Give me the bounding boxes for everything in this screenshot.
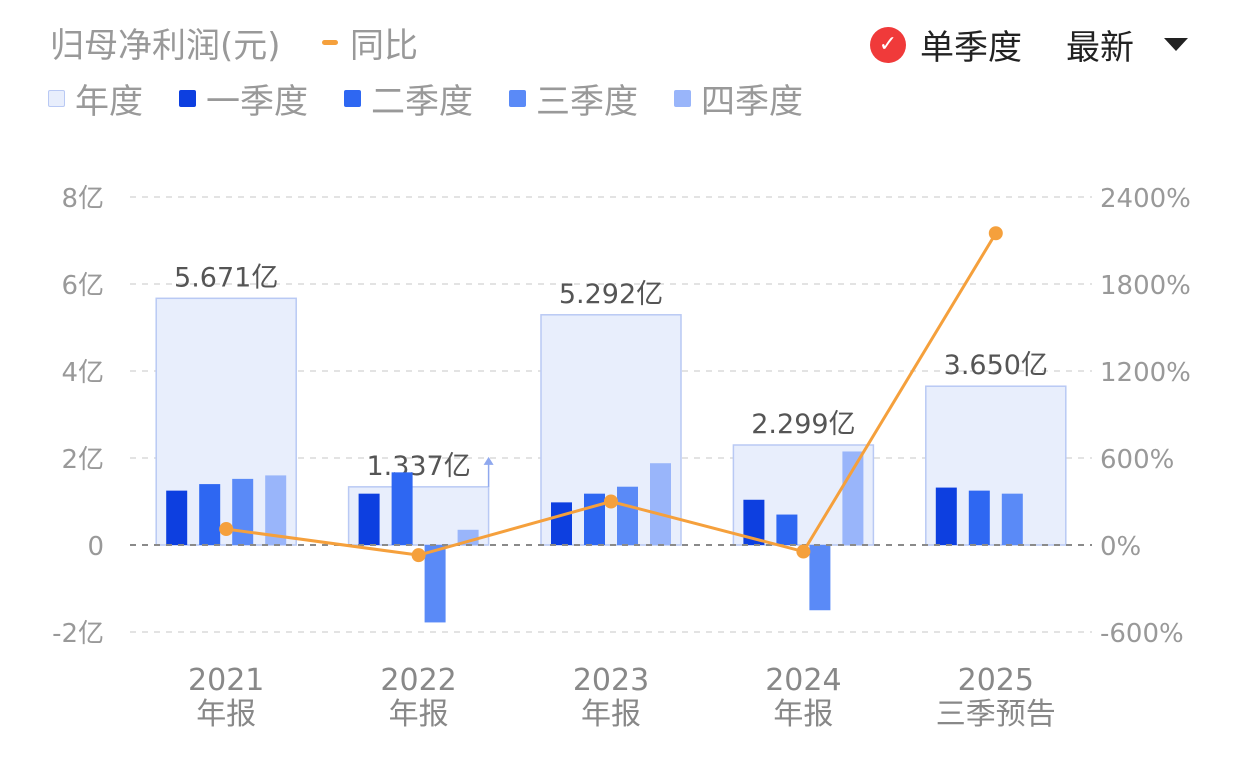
quarter-bar — [776, 514, 798, 545]
quarter-bar — [842, 451, 864, 545]
quarter-bar — [809, 545, 831, 611]
y-left-tick-label: 8亿 — [61, 184, 104, 214]
x-tick-sub: 年报 — [389, 697, 449, 732]
x-tick-year: 2024 — [765, 663, 841, 698]
legend-label: 二季度 — [371, 82, 473, 122]
y-left-tick-label: 2亿 — [61, 445, 104, 475]
single-quarter-label: 单季度 — [920, 28, 1022, 68]
period-select[interactable]: 最新 — [1066, 20, 1188, 69]
yoy-point — [988, 226, 1003, 241]
y-left-tick-label: 6亿 — [61, 271, 104, 301]
quarter-bar — [584, 493, 605, 545]
y-left-tick-label: 0 — [87, 532, 104, 562]
quarter-bar — [935, 487, 957, 545]
y-right-tick-label: 1800% — [1100, 271, 1191, 301]
yoy-point — [411, 548, 426, 563]
y-right-tick-label: 1200% — [1100, 358, 1191, 388]
quarter-bar — [391, 472, 413, 545]
quarter-bar — [166, 490, 188, 545]
x-tick-sub: 年报 — [196, 697, 256, 732]
x-tick-sub: 三季预告 — [936, 697, 1056, 732]
annual-indicator-arrow — [483, 456, 494, 465]
single-quarter-toggle[interactable]: ✓ 单季度 — [870, 20, 1022, 69]
legend-swatch — [179, 90, 196, 107]
period-select-value: 最新 — [1066, 28, 1134, 68]
annual-value-label: 3.650亿 — [944, 350, 1048, 381]
dropdown-triangle-icon — [1164, 38, 1188, 51]
x-tick-year: 2021 — [188, 663, 264, 698]
chart-header: 归母净利润(元) 同比 ✓ 单季度 最新 年度 一季度 二季度 三季度 四季度 — [0, 0, 1242, 130]
y-right-tick-label: 0% — [1100, 532, 1141, 562]
legend-label: 一季度 — [206, 82, 308, 122]
quarter-bar — [743, 499, 765, 545]
annual-value-label: 5.292亿 — [559, 279, 663, 310]
yoy-line-marker — [322, 40, 338, 45]
quarter-bar — [199, 484, 221, 545]
legend-item-q2[interactable]: 二季度 — [344, 74, 473, 123]
x-tick-sub: 年报 — [581, 697, 641, 732]
quarter-bar — [232, 478, 254, 545]
legend-item-annual[interactable]: 年度 — [48, 74, 143, 123]
quarter-bar — [1001, 493, 1023, 545]
quarter-bar — [617, 486, 638, 545]
y-right-tick-label: 600% — [1100, 445, 1174, 475]
legend-label: 四季度 — [701, 82, 803, 122]
check-icon: ✓ — [870, 26, 906, 63]
series-legend: 年度 一季度 二季度 三季度 四季度 — [48, 74, 839, 123]
legend-item-q3[interactable]: 三季度 — [509, 74, 638, 123]
quarter-bar — [650, 463, 671, 545]
annual-value-label: 2.299亿 — [751, 409, 855, 440]
x-tick-sub: 年报 — [773, 697, 833, 732]
x-tick-year: 2022 — [380, 663, 456, 698]
annual-value-label: 5.671亿 — [174, 262, 278, 293]
y-right-tick-label: 2400% — [1100, 184, 1191, 214]
quarter-bar — [551, 502, 572, 545]
legend-swatch — [674, 90, 691, 107]
quarter-bar — [265, 475, 287, 545]
yoy-point — [604, 494, 618, 509]
y-left-tick-label: 4亿 — [61, 358, 104, 388]
legend-item-q1[interactable]: 一季度 — [179, 74, 308, 123]
legend-label: 三季度 — [536, 82, 638, 122]
quarter-bar — [358, 493, 380, 545]
y-left-tick-label: -2亿 — [52, 619, 104, 649]
yoy-point — [796, 544, 811, 559]
legend-item-q4[interactable]: 四季度 — [674, 74, 803, 123]
yoy-legend: 同比 — [322, 18, 418, 67]
quarter-bar — [968, 490, 990, 545]
yoy-point — [219, 522, 234, 537]
yoy-label: 同比 — [350, 26, 418, 66]
annual-value-label: 1.337亿 — [366, 451, 470, 482]
quarter-bar — [424, 545, 446, 623]
chart-title: 归母净利润(元) — [50, 26, 281, 66]
x-tick-year: 2023 — [573, 663, 649, 698]
x-tick-year: 2025 — [958, 663, 1034, 698]
legend-swatch — [509, 90, 526, 107]
y-right-tick-label: -600% — [1100, 619, 1184, 649]
legend-label: 年度 — [75, 82, 143, 122]
legend-swatch — [48, 90, 65, 107]
legend-swatch — [344, 90, 361, 107]
